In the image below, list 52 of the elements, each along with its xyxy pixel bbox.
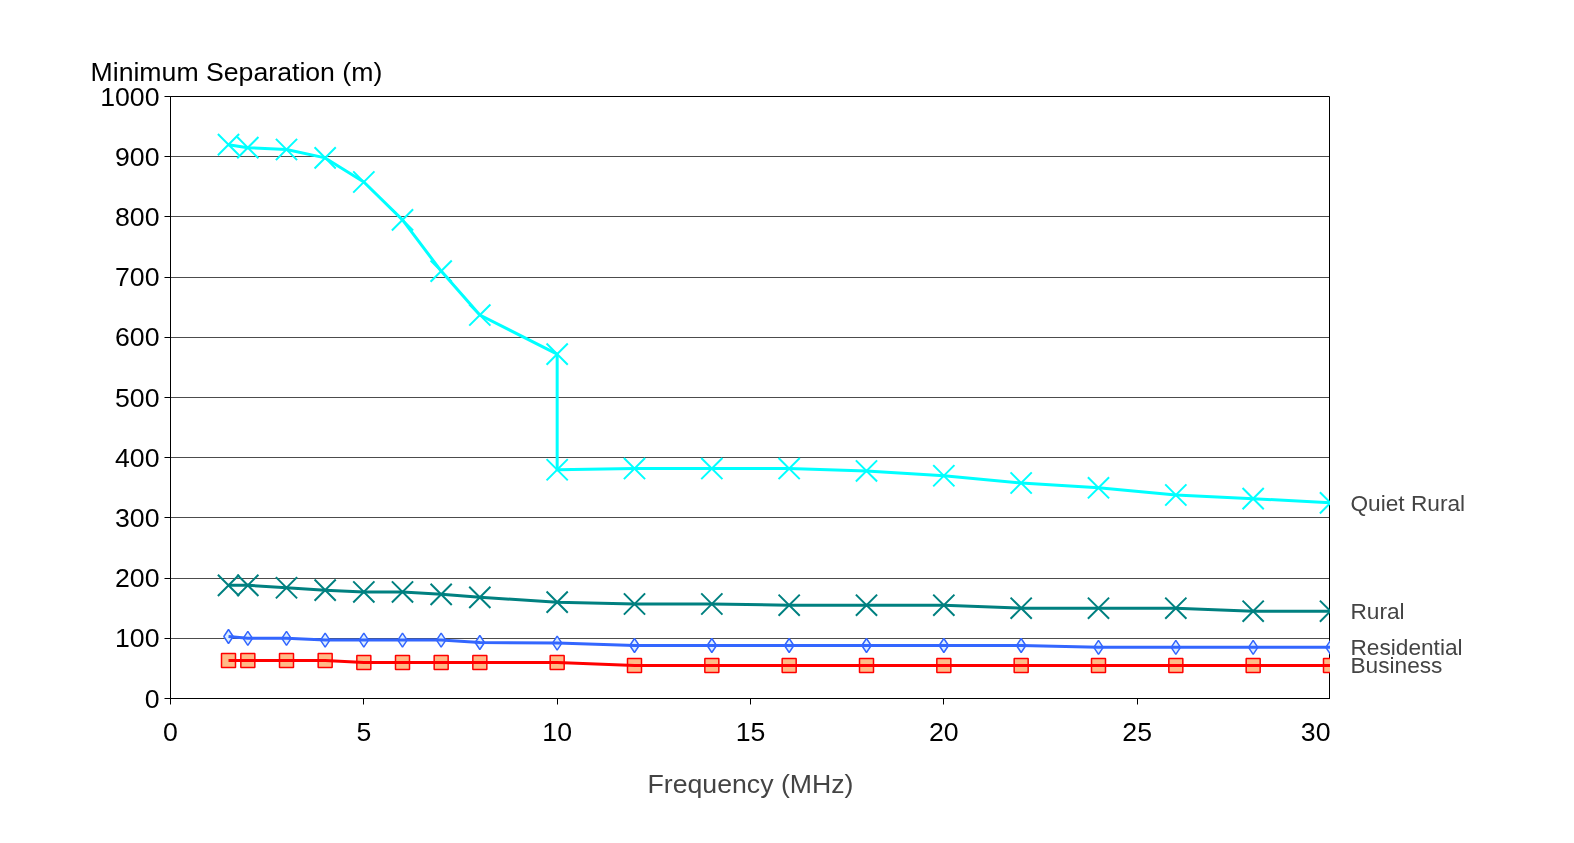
y-tick-label: 800 (115, 201, 160, 232)
point (777, 456, 801, 481)
point (390, 208, 415, 232)
x-tick-label: 30 (1300, 716, 1331, 747)
y-tick-label: 700 (115, 262, 160, 293)
point (1164, 483, 1188, 507)
y-tick-label: 100 (115, 623, 160, 654)
point (429, 582, 453, 606)
y-tick-label: 300 (115, 502, 160, 533)
y-tick-label: 200 (115, 563, 160, 594)
series-label: Quiet Rural (1350, 489, 1466, 516)
point (622, 456, 647, 481)
x-tick-label: 10 (542, 716, 572, 747)
point (545, 590, 569, 614)
point (1241, 487, 1265, 511)
y-tick-label: 400 (115, 442, 160, 473)
series-label: Rural (1350, 598, 1405, 625)
point (274, 576, 299, 600)
point (932, 593, 956, 617)
point (854, 593, 879, 617)
point (352, 580, 376, 604)
point (429, 259, 453, 283)
point (854, 459, 879, 483)
y-tick-label: 500 (115, 382, 160, 413)
point (274, 137, 299, 162)
point (1009, 471, 1033, 495)
point (700, 592, 724, 616)
point (700, 456, 724, 481)
point (932, 464, 956, 488)
point (1086, 476, 1111, 500)
y-tick-label: 0 (144, 683, 160, 714)
point (777, 593, 801, 617)
point (1164, 596, 1188, 620)
point (1086, 596, 1111, 620)
y-tick-label: 600 (115, 322, 160, 353)
x-tick-label: 25 (1122, 716, 1152, 747)
y-tick-label: 900 (115, 141, 160, 172)
point (545, 342, 569, 366)
point (313, 146, 337, 170)
point (468, 303, 492, 327)
x-tick-label: 5 (356, 716, 372, 747)
x-tick-label: 15 (735, 716, 766, 747)
x-tick-label: 20 (929, 716, 959, 747)
point (1241, 599, 1265, 623)
point (390, 580, 415, 604)
point (468, 585, 492, 609)
point (1009, 596, 1033, 620)
point (352, 170, 376, 194)
point (313, 578, 337, 602)
point (545, 458, 569, 482)
x-axis-title: Frequency (MHz) (647, 768, 854, 799)
point (622, 592, 647, 616)
